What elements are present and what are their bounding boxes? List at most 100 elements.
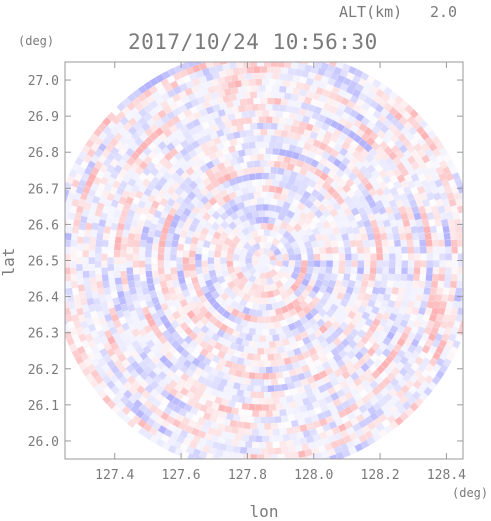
radar-echo-cell: [363, 143, 373, 153]
radar-echo-cell: [438, 172, 447, 182]
radar-echo-cell: [215, 96, 224, 105]
radar-echo-cell: [139, 141, 149, 151]
radar-echo-cell: [369, 267, 377, 275]
radar-echo-cell: [308, 332, 317, 342]
radar-echo-cell: [341, 233, 350, 241]
radar-echo-cell: [384, 287, 393, 295]
radar-echo-cell: [294, 179, 303, 188]
radar-echo-cell: [439, 300, 448, 309]
radar-echo-cell: [380, 403, 390, 413]
radar-echo-cell: [250, 91, 257, 99]
radar-echo-cell: [71, 287, 80, 296]
radar-echo-cell: [250, 391, 258, 399]
radar-echo-cell: [195, 260, 202, 268]
radar-echo-cell: [274, 129, 282, 137]
radar-echo-cell: [211, 310, 221, 319]
radar-echo-cell: [187, 62, 196, 68]
radar-echo-cell: [257, 135, 264, 142]
radar-echo-cell: [349, 183, 359, 193]
radar-echo-cell: [228, 221, 237, 230]
radar-echo-cell: [114, 270, 121, 278]
radar-echo-cell: [274, 353, 282, 361]
radar-echo-cell: [382, 175, 392, 184]
radar-echo-cell: [400, 273, 408, 282]
radar-echo-cell: [321, 458, 323, 459]
radar-echo-cell: [297, 325, 306, 334]
radar-echo-cell: [284, 389, 292, 397]
radar-echo-cell: [213, 84, 222, 92]
radar-echo-cell: [301, 411, 309, 419]
radar-echo-cell: [174, 151, 184, 161]
radar-echo-cell: [151, 335, 160, 345]
radar-echo-cell: [157, 216, 166, 225]
radar-echo-cell: [217, 436, 226, 445]
radar-echo-cell: [384, 157, 394, 167]
radar-echo-cell: [269, 341, 277, 348]
radar-echo-cell: [273, 160, 282, 168]
radar-echo-cell: [373, 152, 383, 162]
radar-echo-cell: [378, 169, 388, 179]
radar-echo-cell: [157, 402, 167, 412]
radar-echo-cell: [360, 176, 370, 186]
radar-echo-cell: [208, 269, 217, 278]
radar-echo-cell: [209, 381, 219, 390]
radar-echo-cell: [130, 349, 139, 359]
radar-echo-cell: [424, 136, 434, 146]
radar-echo-cell: [302, 190, 312, 200]
radar-echo-cell: [271, 237, 281, 247]
radar-echo-cell: [287, 176, 297, 185]
radar-echo-cell: [259, 429, 266, 436]
radar-echo-cell: [97, 357, 107, 367]
radar-echo-cell: [91, 222, 99, 231]
radar-echo-cell: [216, 237, 226, 246]
radar-echo-cell: [205, 160, 215, 170]
radar-echo-cell: [306, 266, 314, 274]
radar-echo-cell: [276, 241, 285, 251]
radar-echo-cell: [269, 328, 277, 336]
radar-echo-cell: [297, 272, 306, 281]
radar-echo-cell: [361, 86, 370, 96]
radar-echo-cell: [366, 347, 376, 357]
radar-echo-cell: [393, 111, 403, 121]
radar-echo-cell: [137, 312, 146, 322]
radar-echo-cell: [381, 92, 391, 102]
radar-echo-cell: [293, 288, 303, 298]
radar-echo-cell: [454, 294, 462, 302]
radar-echo-cell: [182, 153, 192, 162]
radar-echo-cell: [157, 188, 167, 198]
radar-echo-cell: [339, 147, 349, 157]
radar-echo-cell: [197, 95, 206, 105]
radar-echo-cell: [110, 170, 119, 180]
radar-echo-cell: [298, 121, 307, 129]
radar-echo-cell: [120, 250, 127, 258]
radar-echo-cell: [229, 419, 238, 428]
radar-echo-cell: [180, 171, 190, 181]
radar-echo-cell: [65, 294, 68, 302]
radar-echo-cell: [100, 336, 109, 345]
radar-echo-cell: [265, 116, 273, 123]
radar-echo-cell: [391, 144, 401, 154]
radar-echo-cell: [171, 138, 181, 147]
radar-echo-cell: [238, 364, 246, 372]
radar-echo-cell: [171, 331, 181, 341]
radar-echo-cell: [102, 232, 110, 241]
radar-echo-cell: [242, 219, 251, 228]
radar-echo-cell: [231, 74, 239, 82]
radar-echo-cell: [138, 108, 148, 118]
radar-echo-cell: [241, 285, 250, 295]
radar-echo-cell: [464, 308, 472, 316]
radar-echo-cell: [259, 398, 266, 405]
radar-echo-cell: [223, 275, 233, 284]
radar-echo-cell: [113, 164, 123, 174]
radar-echo-cell: [244, 73, 252, 80]
radar-echo-cell: [285, 224, 295, 234]
radar-echo-cell: [438, 339, 448, 349]
radar-echo-cell: [90, 182, 99, 192]
radar-echo-cell: [236, 281, 246, 291]
radar-echo-cell: [248, 340, 256, 348]
radar-echo-cell: [52, 278, 59, 285]
radar-echo-cell: [238, 181, 247, 190]
radar-echo-cell: [222, 180, 231, 189]
radar-echo-cell: [396, 293, 404, 302]
radar-echo-cell: [269, 467, 276, 474]
